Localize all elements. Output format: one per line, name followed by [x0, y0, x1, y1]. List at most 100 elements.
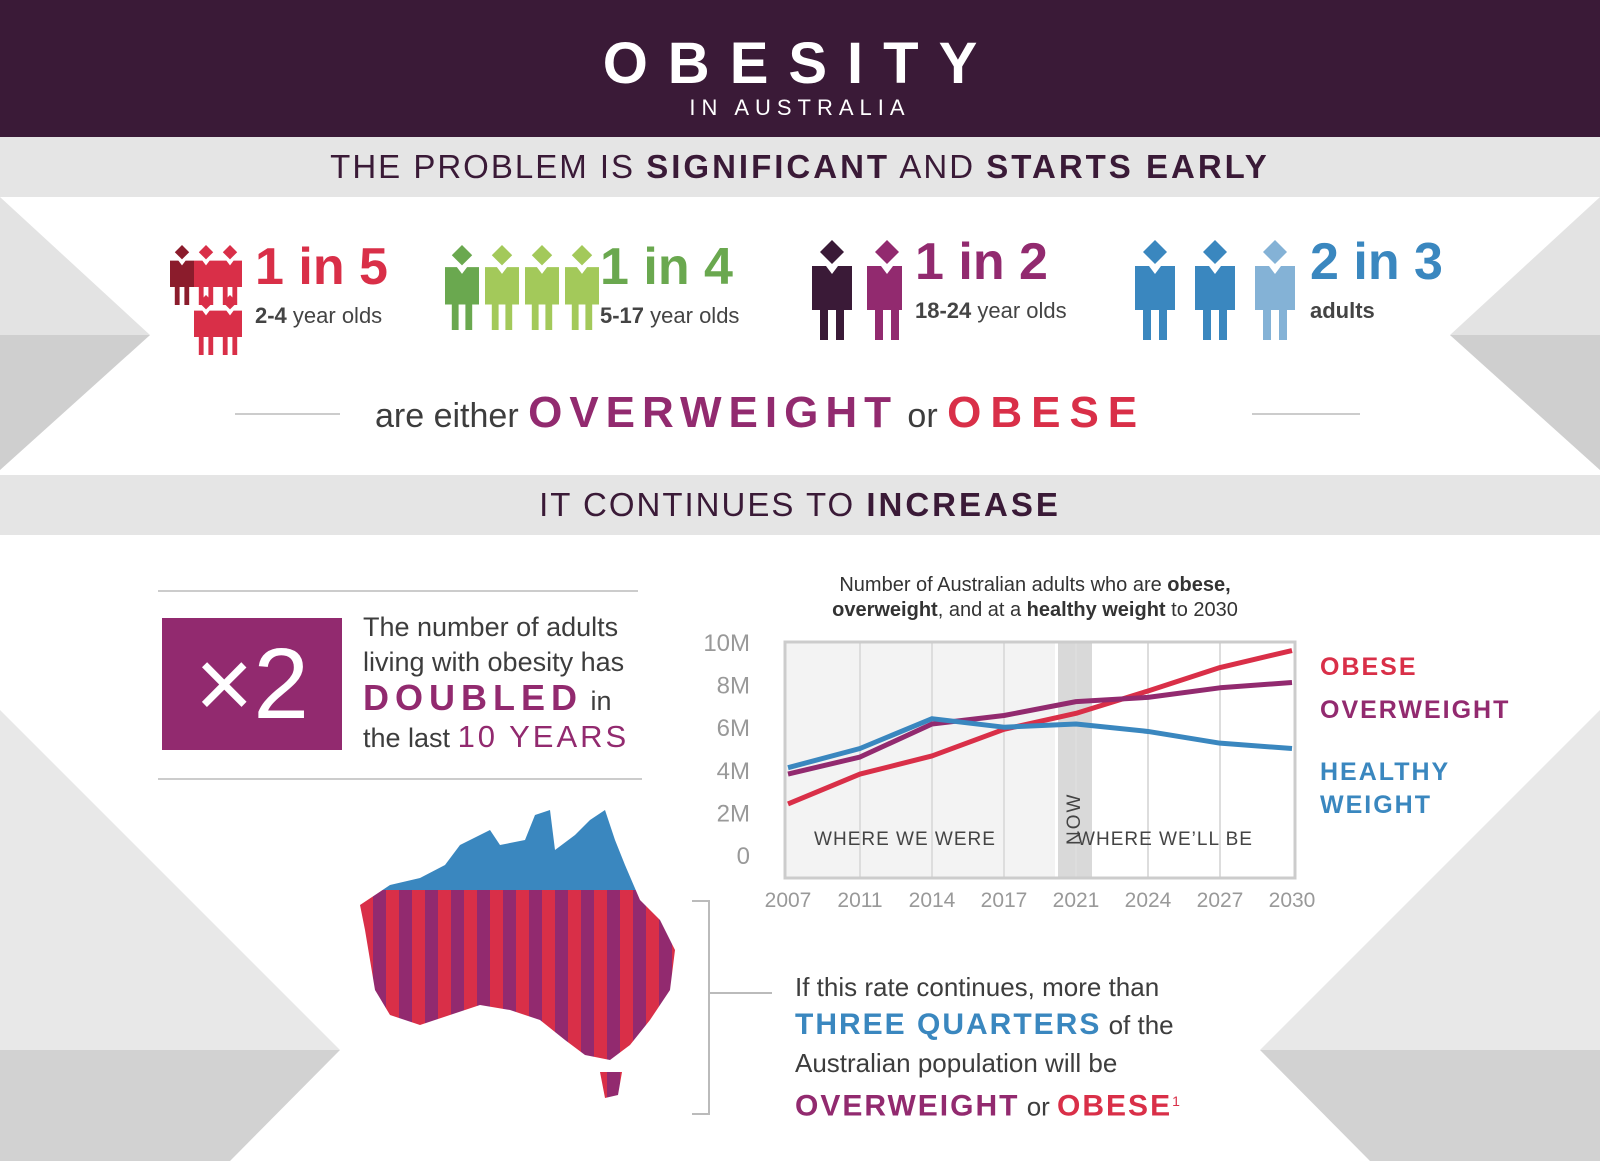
- age-label: 2-4 year olds: [255, 303, 382, 329]
- title: OBESITY: [602, 31, 998, 96]
- people-icons: [170, 245, 242, 355]
- person-icon: [194, 245, 218, 305]
- x-tick-label: 2024: [1125, 889, 1172, 912]
- people-icons: [445, 245, 599, 330]
- line-chart: 0 2M 4M 6M 8M 10M 2007 2011 2014 2017 2021 2024 2027…: [703, 630, 1510, 912]
- chart-title: Number of Australian adults who are obes…: [790, 573, 1280, 623]
- text: are either: [375, 397, 529, 435]
- y-tick-label: 0: [737, 843, 750, 870]
- age-suffix: year olds: [286, 303, 383, 328]
- title-text: to 2030: [1165, 599, 1238, 621]
- three-quarters: THREE QUARTERS: [795, 1008, 1102, 1041]
- section-heading-problem: THE PROBLEM IS SIGNIFICANT AND STARTS EA…: [0, 137, 1600, 197]
- heading-text: THE PROBLEM IS: [330, 148, 647, 185]
- title-text: , and at a: [937, 599, 1027, 621]
- text-line: If this rate continues, more than: [795, 972, 1160, 1002]
- text: or: [1019, 1091, 1058, 1122]
- x-tick-label: 2011: [837, 889, 882, 912]
- person-icon: [1195, 240, 1235, 340]
- heading-bold: SIGNIFICANT: [646, 148, 891, 185]
- series-line-healthy-weight: [787, 716, 1293, 771]
- legend-label: OBESE: [1320, 653, 1418, 681]
- doubled-word: DOUBLED: [363, 677, 583, 718]
- stat-ratio: 1 in 4: [600, 238, 733, 296]
- annotation-past: WHERE WE WERE: [814, 829, 996, 850]
- text-line: The number of adults: [363, 612, 619, 642]
- age-range: 2-4: [255, 303, 287, 328]
- age-label: 5-17 year olds: [600, 303, 739, 329]
- series-line-overweight: [787, 679, 1293, 777]
- x-tick-label: 2027: [1197, 889, 1244, 912]
- people-icons: [1135, 240, 1295, 340]
- heading-bold: STARTS EARLY: [986, 148, 1270, 185]
- age-range: adults: [1310, 298, 1375, 323]
- overweight-word: OVERWEIGHT: [528, 388, 898, 437]
- person-icon: [525, 245, 559, 330]
- text-line: living with obesity has: [363, 647, 625, 677]
- section-heading-increase: IT CONTINUES TO INCREASE: [0, 475, 1600, 535]
- age-range: 5-17: [600, 303, 645, 328]
- y-tick-label: 10M: [703, 630, 750, 657]
- person-icon: [485, 245, 519, 330]
- bracket: [692, 900, 710, 1115]
- person-icon: [867, 240, 902, 340]
- age-label: adults: [1310, 298, 1375, 324]
- title-text: Number of Australian adults who are: [839, 574, 1168, 596]
- ten-years: 10 YEARS: [457, 719, 630, 754]
- age-suffix: year olds: [971, 298, 1067, 323]
- heading-text: AND: [890, 148, 987, 185]
- text-line: Australian population will be: [795, 1048, 1118, 1078]
- person-icon: [1255, 240, 1295, 340]
- either-statement: are either OVERWEIGHT or OBESE: [375, 388, 1146, 438]
- heading-bold: INCREASE: [866, 486, 1061, 523]
- stat-ratio: 2 in 3: [1310, 233, 1443, 291]
- person-icon: [170, 245, 194, 305]
- x-tick-label: 2021: [1053, 889, 1100, 912]
- x-tick-label: 2030: [1269, 889, 1316, 912]
- age-range: 18-24: [915, 298, 972, 323]
- stat-ratio: 1 in 2: [915, 233, 1048, 291]
- person-icon: [445, 245, 479, 330]
- overweight-word: OVERWEIGHT: [795, 1089, 1020, 1123]
- divider: [158, 778, 642, 780]
- divider: [235, 413, 340, 415]
- people-icons: [812, 240, 902, 340]
- obese-word: OBESE: [1057, 1089, 1173, 1123]
- projection-text: If this rate continues, more than THREE …: [795, 968, 1180, 1126]
- divider: [1252, 413, 1360, 415]
- text: in: [583, 686, 612, 716]
- divider: [158, 590, 638, 592]
- title-bold: healthy weight: [1026, 599, 1166, 621]
- legend-label: OVERWEIGHT: [1320, 696, 1510, 724]
- annotation-future: WHERE WE’LL BE: [1077, 829, 1253, 850]
- text: the last: [363, 723, 458, 753]
- legend-label: WEIGHT: [1320, 791, 1432, 819]
- age-suffix: year olds: [644, 303, 740, 328]
- series-line-obese: [787, 648, 1293, 807]
- title-bold: obese,: [1167, 574, 1231, 596]
- person-icon: [565, 245, 599, 330]
- australia-map-icon: [360, 810, 675, 1098]
- x-tick-label: 2007: [765, 889, 812, 912]
- text: or: [897, 397, 948, 435]
- x-tick-label: 2017: [981, 889, 1028, 912]
- legend-label: HEALTHY: [1320, 758, 1450, 786]
- title-bold: overweight: [832, 599, 938, 621]
- bracket-connector: [710, 992, 772, 994]
- annotation-now: NOW: [1064, 793, 1085, 845]
- doubled-text: The number of adults living with obesity…: [363, 610, 629, 756]
- y-tick-label: 2M: [717, 800, 750, 827]
- obese-word: OBESE: [947, 388, 1147, 437]
- plot-border: [783, 640, 1297, 880]
- stat-ratio: 1 in 5: [255, 238, 388, 296]
- person-icon: [194, 295, 218, 355]
- y-tick-label: 8M: [717, 673, 750, 700]
- y-tick-label: 4M: [717, 758, 750, 785]
- age-label: 18-24 year olds: [915, 298, 1067, 324]
- person-icon: [1135, 240, 1175, 340]
- text: of the: [1101, 1010, 1174, 1040]
- person-icon: [218, 245, 242, 305]
- x-tick-label: 2014: [909, 889, 956, 912]
- footnote-marker: 1: [1172, 1093, 1180, 1109]
